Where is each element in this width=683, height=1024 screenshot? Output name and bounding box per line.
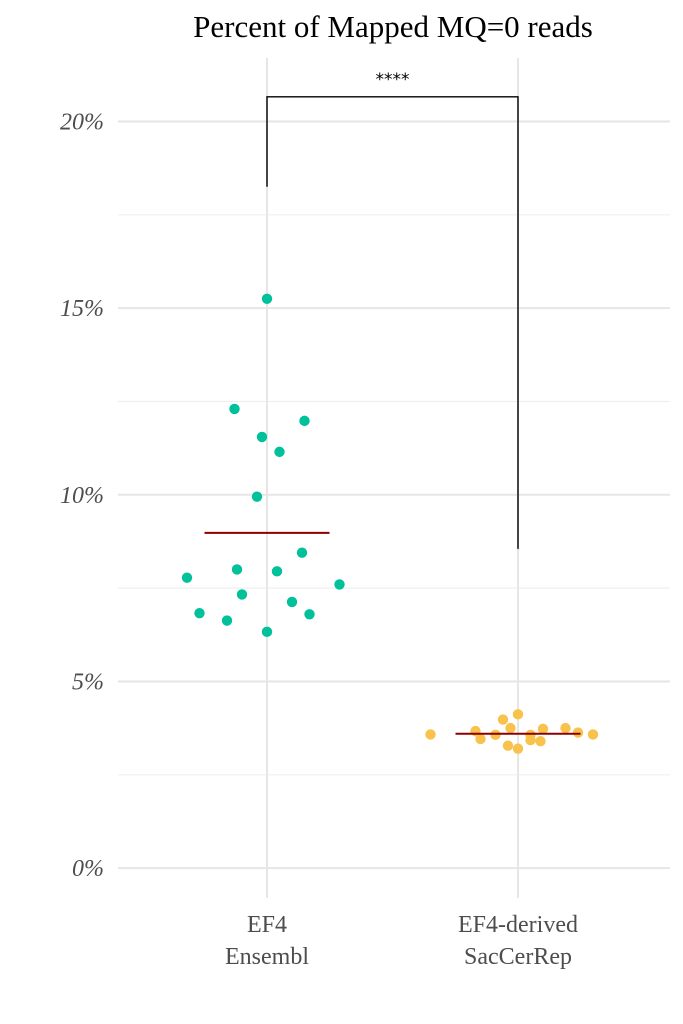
data-point xyxy=(505,722,516,734)
data-point xyxy=(229,403,240,415)
data-point xyxy=(537,723,549,735)
data-point xyxy=(271,566,283,577)
data-point xyxy=(236,589,248,600)
y-tick-label: 5% xyxy=(72,669,104,695)
y-axis-ticks: 0% 5% 10% 15% 20% xyxy=(60,109,104,882)
data-point xyxy=(299,415,310,427)
x-tick-label: EF4-derived xyxy=(458,912,578,938)
data-point xyxy=(512,709,524,720)
data-point xyxy=(502,740,514,751)
data-point xyxy=(261,293,273,304)
significance-bracket: **** xyxy=(266,70,519,549)
grid-lines xyxy=(118,58,670,898)
data-point xyxy=(221,615,233,626)
y-tick-label: 0% xyxy=(72,856,104,882)
data-point xyxy=(304,609,315,620)
data-point xyxy=(425,729,436,740)
data-point xyxy=(512,743,524,754)
data-point xyxy=(261,626,273,638)
data-point xyxy=(587,729,599,740)
data-point xyxy=(334,579,345,590)
data-point xyxy=(251,491,263,502)
x-tick-label: EF4 xyxy=(247,912,287,938)
data-point xyxy=(572,727,584,738)
data-point xyxy=(181,572,193,583)
data-point xyxy=(525,734,536,746)
significance-label: **** xyxy=(376,70,410,90)
data-point xyxy=(475,733,486,745)
data-point xyxy=(256,431,268,443)
data-point xyxy=(274,446,285,458)
data-point xyxy=(490,729,501,741)
data-point xyxy=(560,722,571,734)
y-tick-label: 15% xyxy=(60,296,104,322)
data-point xyxy=(535,736,546,747)
x-tick-label: Ensembl xyxy=(225,944,309,970)
y-tick-label: 20% xyxy=(60,109,104,135)
data-point xyxy=(296,547,308,558)
data-point xyxy=(286,596,298,608)
bracket-line xyxy=(266,96,519,549)
data-points xyxy=(181,293,599,754)
data-point xyxy=(231,564,243,575)
x-tick-label: SacCerRep xyxy=(464,944,572,970)
data-point xyxy=(194,607,205,619)
x-axis-ticks: EF4 Ensembl EF4-derived SacCerRep xyxy=(225,912,578,970)
mean-lines xyxy=(204,531,581,735)
data-point xyxy=(497,714,509,725)
chart-title: Percent of Mapped MQ=0 reads xyxy=(193,9,593,44)
y-tick-label: 10% xyxy=(60,483,104,509)
